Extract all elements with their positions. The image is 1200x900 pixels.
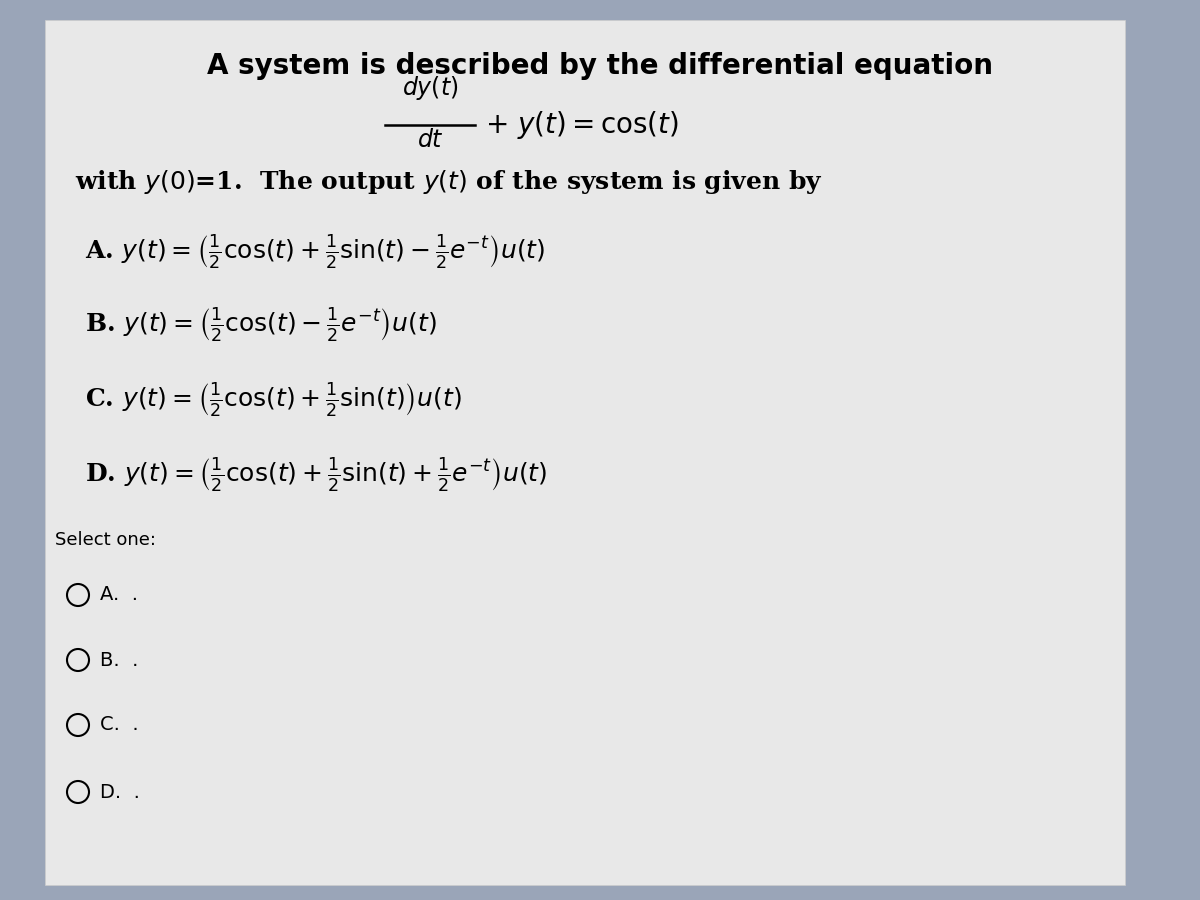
Text: A. $y(t) = \left(\frac{1}{2}\cos(t) + \frac{1}{2}\sin(t) - \frac{1}{2}e^{-t}\rig: A. $y(t) = \left(\frac{1}{2}\cos(t) + \f… xyxy=(85,233,545,271)
Text: Select one:: Select one: xyxy=(55,531,156,549)
FancyBboxPatch shape xyxy=(46,20,1126,885)
Text: B.  .: B. . xyxy=(100,651,138,670)
Text: C. $y(t) = \left(\frac{1}{2}\cos(t) + \frac{1}{2}\sin(t)\right)u(t)$: C. $y(t) = \left(\frac{1}{2}\cos(t) + \f… xyxy=(85,381,462,418)
Text: $dy(t)$: $dy(t)$ xyxy=(402,74,458,102)
Text: $dt$: $dt$ xyxy=(416,128,444,152)
Text: $+ \ y(t) = \cos(t)$: $+ \ y(t) = \cos(t)$ xyxy=(485,109,679,141)
Text: D. $y(t) = \left(\frac{1}{2}\cos(t) + \frac{1}{2}\sin(t) + \frac{1}{2}e^{-t}\rig: D. $y(t) = \left(\frac{1}{2}\cos(t) + \f… xyxy=(85,456,547,494)
Text: A.  .: A. . xyxy=(100,586,138,605)
Text: A system is described by the differential equation: A system is described by the differentia… xyxy=(208,52,994,80)
Text: C.  .: C. . xyxy=(100,716,139,734)
Text: with $y(0)$=1.  The output $y(t)$ of the system is given by: with $y(0)$=1. The output $y(t)$ of the … xyxy=(74,168,823,196)
Text: D.  .: D. . xyxy=(100,782,140,802)
Text: B. $y(t) = \left(\frac{1}{2}\cos(t) - \frac{1}{2}e^{-t}\right)u(t)$: B. $y(t) = \left(\frac{1}{2}\cos(t) - \f… xyxy=(85,306,437,344)
